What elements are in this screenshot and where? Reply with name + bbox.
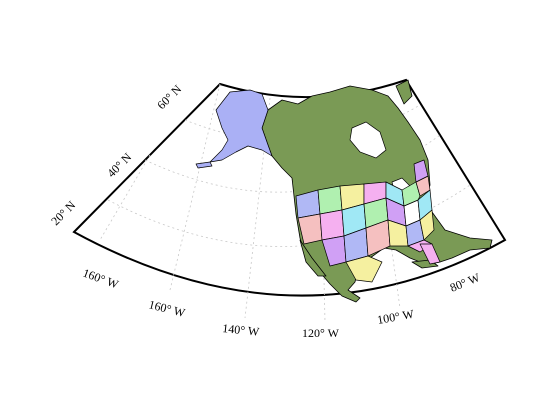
baja-coast — [299, 239, 327, 277]
parallel-label: 60° N — [154, 82, 184, 112]
meridian-label: 80° W — [448, 270, 483, 295]
meridian-label: 120° W — [302, 326, 340, 340]
us-states — [295, 159, 441, 283]
meridian-label: 160° W — [147, 297, 187, 320]
alaska — [209, 89, 273, 163]
meridian-line — [169, 83, 221, 291]
meridian-line — [99, 154, 151, 241]
state-region — [419, 243, 441, 265]
meridian-label: 160° W — [81, 266, 121, 292]
state-region — [317, 185, 343, 215]
greenland-tip — [395, 79, 413, 105]
state-region — [419, 209, 435, 241]
meridian-label: 100° W — [376, 307, 415, 327]
meridian-label: 140° W — [222, 321, 261, 339]
state-region — [319, 209, 345, 241]
parallel-line — [107, 184, 471, 247]
state-region — [413, 159, 429, 183]
state-region — [401, 181, 421, 207]
aleutian-islands — [195, 161, 213, 169]
hudson-bay — [349, 121, 387, 159]
state-region — [345, 255, 383, 283]
parallel-label: 20° N — [48, 198, 78, 228]
